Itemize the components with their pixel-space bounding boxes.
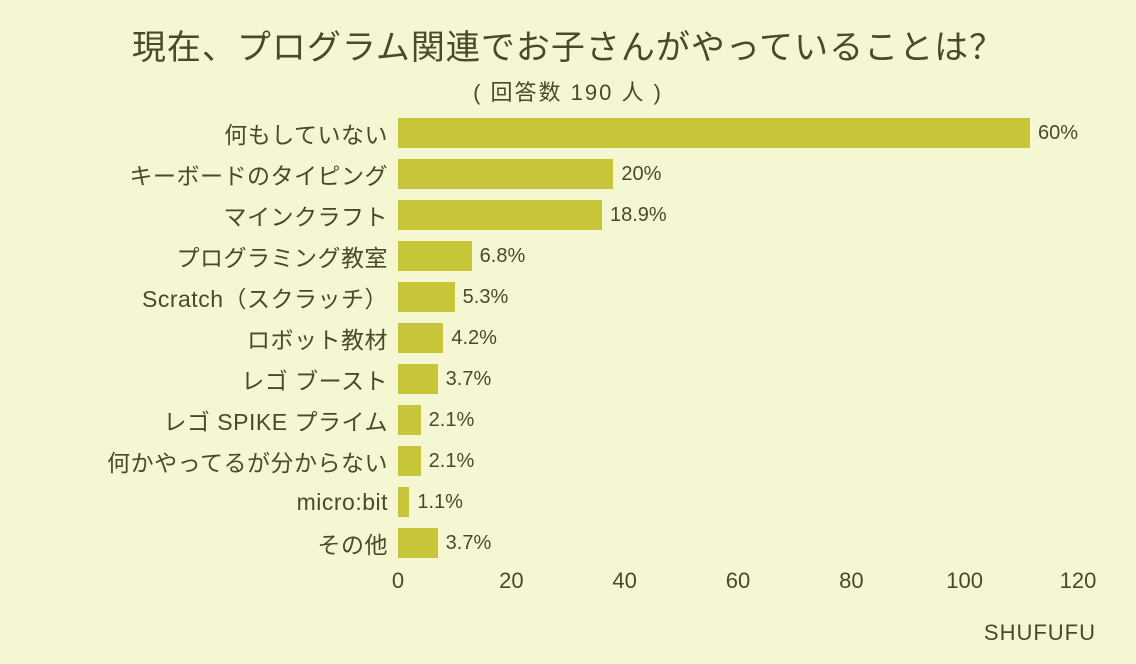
bar: [398, 405, 421, 435]
plot-area: 何もしていない60% キーボードのタイピング20% マインクラフト18.9% プログラ…: [398, 118, 1078, 568]
bar-label: 何もしていない: [224, 116, 398, 150]
bar-label: ロボット教材: [247, 321, 398, 355]
bar-label: レゴ ブースト: [241, 362, 398, 396]
bar-value: 20%: [621, 163, 661, 186]
bar-row: Scratch（スクラッチ）5.3%: [398, 282, 1078, 312]
bar: [398, 487, 409, 517]
bar: [398, 323, 443, 353]
bar-label: キーボードのタイピング: [130, 157, 399, 191]
chart-title: 現在、プログラム関連でお子さんがやっていることは？: [40, 20, 1096, 69]
bar-value: 3.7%: [446, 532, 492, 555]
bar-value: 2.1%: [429, 409, 475, 432]
bar: [398, 241, 472, 271]
bar-value: 2.1%: [429, 450, 475, 473]
bar-value: 1.1%: [417, 491, 463, 514]
bar-row: レゴ SPIKE プライム2.1%: [398, 405, 1078, 435]
bar-row: micro:bit1.1%: [398, 487, 1078, 517]
x-tick: 60: [726, 568, 750, 594]
bar-value: 18.9%: [610, 204, 667, 227]
chart-subtitle: ( 回答数 190 人 ): [40, 75, 1096, 107]
bar-label: プログラミング教室: [177, 239, 399, 273]
bar-value: 60%: [1038, 122, 1078, 145]
bar-value: 4.2%: [451, 327, 497, 350]
x-tick: 120: [1060, 568, 1097, 594]
bar-row: キーボードのタイピング20%: [398, 159, 1078, 189]
bar-value: 3.7%: [446, 368, 492, 391]
chart-container: 現在、プログラム関連でお子さんがやっていることは？ ( 回答数 190 人 ) …: [0, 0, 1136, 664]
bar-row: ロボット教材4.2%: [398, 323, 1078, 353]
bar-row: その他3.7%: [398, 528, 1078, 558]
bar: [398, 528, 438, 558]
source-label: SHUFUFU: [984, 620, 1096, 646]
x-tick: 100: [946, 568, 983, 594]
bar-row: レゴ ブースト3.7%: [398, 364, 1078, 394]
bar-row: マインクラフト18.9%: [398, 200, 1078, 230]
bar-row: 何かやってるが分からない2.1%: [398, 446, 1078, 476]
bar: [398, 200, 602, 230]
bar: [398, 364, 438, 394]
bar: [398, 446, 421, 476]
bar-value: 5.3%: [463, 286, 509, 309]
bar-label: micro:bit: [297, 489, 398, 516]
x-tick: 80: [839, 568, 863, 594]
bar: [398, 282, 455, 312]
bar-label: マインクラフト: [224, 198, 399, 232]
bar: [398, 118, 1030, 148]
x-tick: 0: [392, 568, 404, 594]
bar-row: 何もしていない60%: [398, 118, 1078, 148]
bar-label: その他: [318, 526, 399, 560]
bar-label: Scratch（スクラッチ）: [142, 280, 398, 314]
bar-label: レゴ SPIKE プライム: [163, 403, 398, 437]
bar-row: プログラミング教室6.8%: [398, 241, 1078, 271]
x-tick: 40: [612, 568, 636, 594]
x-tick: 20: [499, 568, 523, 594]
bar: [398, 159, 613, 189]
bar-label: 何かやってるが分からない: [107, 444, 398, 478]
bar-value: 6.8%: [480, 245, 526, 268]
